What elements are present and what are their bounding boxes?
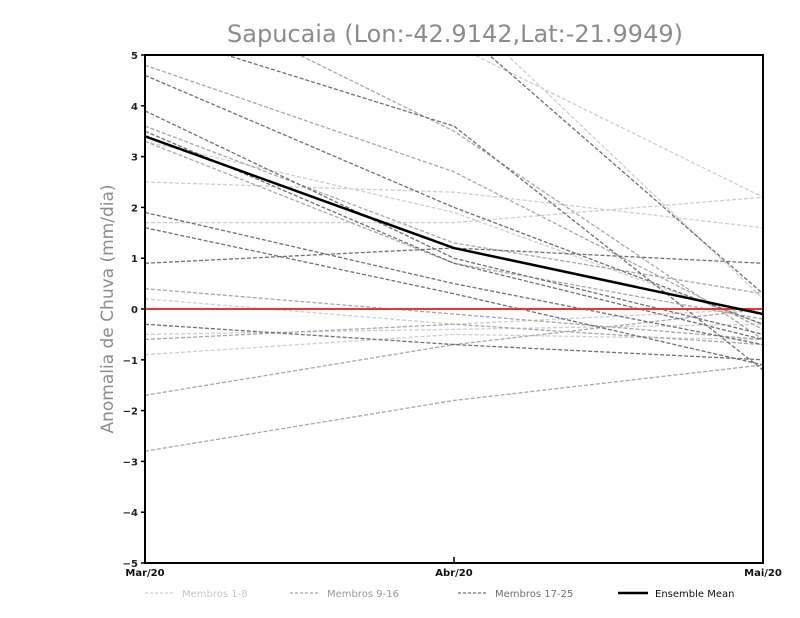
y-tick-label: 3 <box>131 153 138 164</box>
member-line-14 <box>145 323 763 346</box>
y-tick-label: 1 <box>131 254 138 265</box>
member-line-4 <box>145 323 763 336</box>
member-line-17 <box>145 74 763 325</box>
legend-label-1: Membros 1-8 <box>182 589 248 600</box>
member-line-23 <box>145 130 763 341</box>
x-tick-label-mar-20: Mar/20 <box>125 568 164 579</box>
legend: Membros 1-8 Membros 9-16 Membros 17-25 Ense… <box>145 589 734 600</box>
member-line-6 <box>145 196 763 224</box>
member-line-10 <box>145 140 763 320</box>
member-line-13 <box>145 288 763 341</box>
y-tick-label: 0 <box>131 305 138 316</box>
y-tick-label: −4 <box>123 508 138 519</box>
member-line-19 <box>145 211 763 346</box>
y-axis: −5 −4 −3 −2 −1 0 1 2 3 4 5 <box>123 51 145 570</box>
x-axis: Mar/20 Abr/20 Mai/20 <box>125 557 782 579</box>
member-line-5 <box>145 333 763 356</box>
y-tick-label: 4 <box>131 102 138 113</box>
x-tick-label-abr-20: Abr/20 <box>435 568 472 579</box>
member-line-21 <box>145 247 763 264</box>
mean-layer <box>145 135 763 316</box>
chart-title: Sapucaia (Lon:-42.9142,Lat:-21.9949) <box>227 20 683 48</box>
legend-label-3: Membros 17-25 <box>495 589 573 600</box>
series-layer <box>145 55 763 452</box>
y-tick-label: −1 <box>123 356 138 367</box>
member-line-1 <box>473 55 763 198</box>
member-line-9 <box>145 64 763 330</box>
member-line-12 <box>145 364 763 452</box>
y-tick-label: −3 <box>123 457 138 468</box>
y-axis-label: Anomalia de Chuva (mm/dia) <box>98 184 118 433</box>
legend-label-4: Ensemble Mean <box>655 589 734 600</box>
member-line-22 <box>145 323 763 361</box>
member-line-25 <box>487 55 763 295</box>
x-tick-label-mai-20: Mai/20 <box>744 568 782 579</box>
member-line-15 <box>145 125 763 295</box>
member-line-20 <box>145 227 763 366</box>
member-line-24 <box>224 55 763 371</box>
member-line-16 <box>298 55 763 341</box>
ensemble-mean-line <box>145 135 763 316</box>
y-tick-label: −2 <box>123 407 138 418</box>
member-line-11 <box>145 308 763 397</box>
y-tick-label: 5 <box>131 51 138 62</box>
y-tick-label: −5 <box>123 559 138 570</box>
legend-label-2: Membros 9-16 <box>327 589 399 600</box>
member-line-8 <box>506 55 763 300</box>
y-tick-label: 2 <box>131 203 138 214</box>
member-line-2 <box>145 181 763 229</box>
